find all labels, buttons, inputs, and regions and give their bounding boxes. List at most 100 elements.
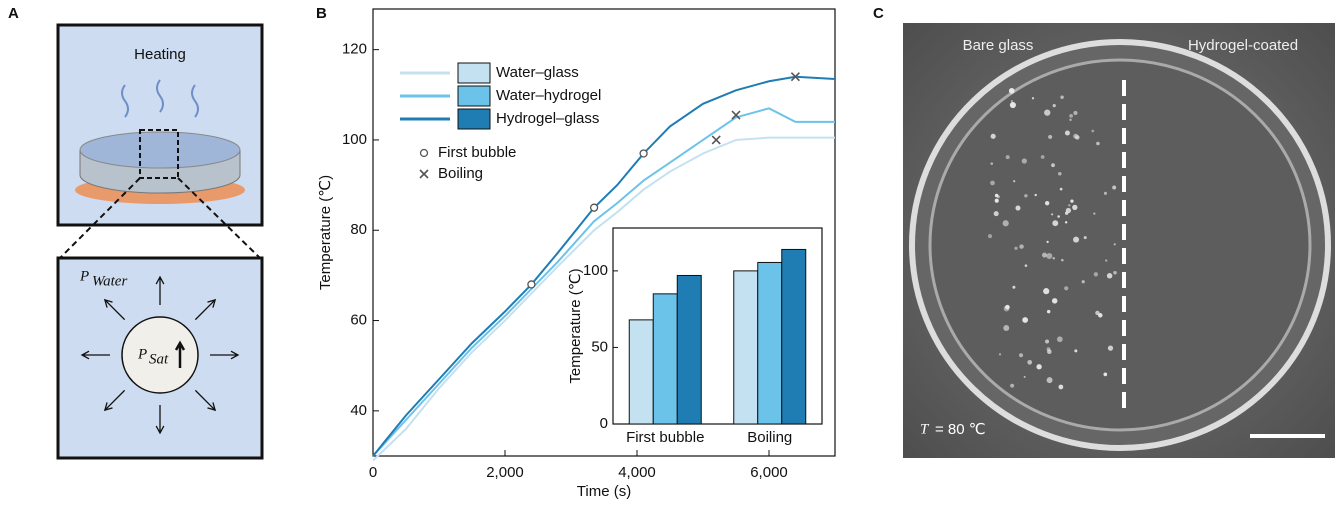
boiling-marker <box>731 110 741 120</box>
bubble-dot <box>1040 155 1045 159</box>
x-tick-label: First bubble <box>626 429 704 446</box>
boiling-marker <box>790 72 800 82</box>
bubble-dot <box>1052 256 1056 260</box>
pressure-arrows <box>80 275 240 435</box>
bubble-dot <box>1069 114 1074 118</box>
bubble-dot <box>1024 194 1028 198</box>
x-tick-label: 4,000 <box>618 464 656 481</box>
bubble-dot <box>1023 375 1026 378</box>
p-sat-subscript: Sat <box>149 351 169 367</box>
bubble-dot <box>1010 383 1015 388</box>
bubble-dot <box>1036 364 1042 370</box>
bubble-dot <box>1058 171 1062 176</box>
p-sat-symbol: P <box>137 346 147 362</box>
bubble-dot <box>1048 134 1053 140</box>
bubble-dot <box>1052 220 1059 227</box>
legend-label: First bubble <box>438 144 516 161</box>
y-tick-label: 50 <box>591 338 608 355</box>
bubble-dot <box>1021 158 1027 164</box>
x-tick-label: 0 <box>369 464 377 481</box>
p-water-symbol: P <box>79 268 89 284</box>
x-tick-label: 2,000 <box>486 464 524 481</box>
bubble-dot <box>1061 258 1064 262</box>
arrow <box>155 405 165 435</box>
bubble-dot <box>990 133 996 139</box>
x-tick-label: Boiling <box>747 429 792 446</box>
panel-c: Bare glass Hydrogel-coated T = 80 ℃ <box>903 23 1335 458</box>
x-tick-label: 6,000 <box>750 464 788 481</box>
bar <box>676 274 702 425</box>
y-tick-label: 100 <box>342 131 367 148</box>
y-axis-label: Temperature (℃) <box>567 268 584 383</box>
bubble-dot <box>1019 244 1024 249</box>
bubble-dot <box>1098 313 1103 318</box>
bubble-dot <box>1014 246 1018 251</box>
legend-label: Water–hydrogel <box>496 87 601 104</box>
bubble-dot <box>1103 372 1108 377</box>
bubble-dot <box>1046 377 1053 384</box>
bubble-dot <box>1031 97 1035 100</box>
bubble-dot <box>1064 130 1070 136</box>
bubble-dot <box>1044 109 1051 116</box>
bubble-dot <box>1009 101 1016 109</box>
bubble-dot <box>1046 240 1049 244</box>
legend-label: Boiling <box>438 165 483 182</box>
bubble-dot <box>1113 271 1117 275</box>
plot-frame <box>372 8 836 457</box>
bubble-dot <box>994 198 999 203</box>
arrow <box>103 389 126 412</box>
legend-swatch <box>457 62 491 84</box>
bubble-dot <box>1059 187 1063 191</box>
bubble-dot <box>1002 220 1009 227</box>
bubble-dot <box>1073 133 1079 139</box>
bubble-dot <box>1064 221 1068 224</box>
bubble-dot <box>1018 353 1024 358</box>
bubble-dot <box>1083 236 1087 240</box>
bubble-dot <box>1106 273 1113 279</box>
first-bubble-marker <box>527 280 536 289</box>
bubble-dot <box>994 193 999 198</box>
bubble <box>121 316 199 394</box>
bubble-dot <box>1046 253 1053 259</box>
p-water-subscript: Water <box>92 273 127 289</box>
bubble-dot <box>990 180 995 186</box>
dish-inner <box>928 58 1312 432</box>
bubble-dot <box>1113 243 1116 246</box>
legend-marker <box>419 148 429 158</box>
bubble-dot <box>1044 200 1050 206</box>
heating-label: Heating <box>134 46 186 63</box>
y-tick-label: 40 <box>350 402 367 419</box>
bubble-dot <box>1042 252 1047 258</box>
legend-label: Hydrogel–glass <box>496 110 599 127</box>
series-line <box>372 136 835 462</box>
bubble-dot <box>1091 129 1095 133</box>
first-bubble-marker <box>589 203 599 212</box>
bubble-dot <box>1096 141 1100 146</box>
bubble-dot <box>1069 118 1072 122</box>
y-tick-label: 0 <box>600 415 608 432</box>
series-line <box>372 107 835 457</box>
bubble-dot <box>1015 205 1021 211</box>
zoom-box <box>139 129 179 179</box>
bubble-dot <box>1073 236 1080 243</box>
bubble-dot <box>1043 288 1050 295</box>
bubble-dot <box>1112 185 1117 190</box>
bubble-dot <box>1068 204 1071 207</box>
y-tick-label: 120 <box>342 41 367 58</box>
arrow <box>194 298 217 321</box>
boiling-marker <box>711 135 721 145</box>
bar <box>652 293 678 425</box>
bar <box>757 261 783 425</box>
arrow <box>194 389 217 412</box>
bubble-dot <box>1081 280 1085 284</box>
bubbles <box>988 88 1117 390</box>
bubble-dot <box>1107 345 1114 351</box>
bubble-dot <box>998 353 1002 356</box>
arrow <box>103 298 126 321</box>
bubble-dot <box>1065 207 1072 214</box>
bubble-dot <box>1008 88 1015 94</box>
bubble-dot <box>1070 199 1074 203</box>
zoom-line <box>177 177 261 259</box>
y-tick-label: 60 <box>350 312 367 329</box>
